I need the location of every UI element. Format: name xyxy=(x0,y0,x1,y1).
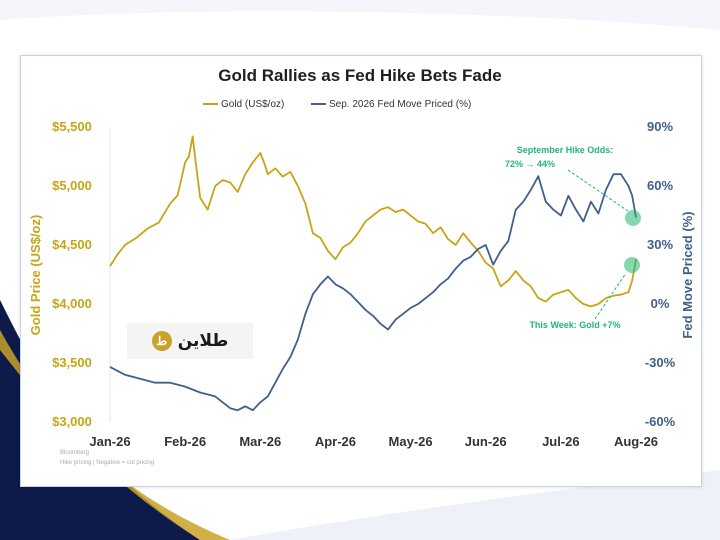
gold-coin-icon: ط xyxy=(151,331,172,351)
x-tick-label: Jan-26 xyxy=(89,434,130,449)
annotation-gold-marker xyxy=(624,257,640,273)
right-tick-label: -30% xyxy=(645,355,676,370)
right-tick-label: 0% xyxy=(651,296,670,311)
footnote-note: Hike pricing | Negative = cut pricing xyxy=(60,460,155,466)
annotation-hike-odds: September Hike Odds: 72% → 44% xyxy=(505,145,641,226)
right-tick-label: 60% xyxy=(647,178,673,193)
fed-move-line xyxy=(109,173,637,412)
series-group xyxy=(109,135,637,412)
right-tick-label: 90% xyxy=(647,119,673,134)
x-tick-label: Aug-26 xyxy=(614,434,658,449)
chart-card xyxy=(20,55,702,487)
x-tick-label: May-26 xyxy=(389,434,433,449)
annotation-gold-line-1: This Week: Gold +7% xyxy=(529,320,620,330)
annotation-hike-marker xyxy=(625,210,641,226)
annotation-gold-week: This Week: Gold +7% xyxy=(529,257,640,330)
annotation-hike-line-2: 72% → 44% xyxy=(505,159,555,169)
annotation-gold-arrow xyxy=(594,272,627,320)
left-axis-ticks: $3,000 $3,500 $4,000 $4,500 $5,000 $5,500 xyxy=(52,119,92,429)
left-tick-label: $3,000 xyxy=(52,414,92,429)
legend: Gold (US$/oz) Sep. 2026 Fed Move Priced … xyxy=(203,99,471,110)
left-tick-label: $5,000 xyxy=(52,178,92,193)
brand-logo: ط طلاین xyxy=(127,323,253,359)
x-tick-label: Feb-26 xyxy=(164,434,206,449)
annotation-hike-line-1: September Hike Odds: xyxy=(517,145,614,155)
left-tick-label: $5,500 xyxy=(52,119,92,134)
right-tick-label: -60% xyxy=(645,414,676,429)
chart: Gold Rallies as Fed Hike Bets Fade Gold … xyxy=(28,66,695,449)
left-tick-label: $4,500 xyxy=(52,237,92,252)
left-axis-label: Gold Price (US$/oz) xyxy=(28,215,43,336)
legend-gold-label: Gold (US$/oz) xyxy=(221,99,284,110)
right-tick-label: 30% xyxy=(647,237,673,252)
annotation-hike-arrow xyxy=(567,169,629,212)
chart-title: Gold Rallies as Fed Hike Bets Fade xyxy=(218,66,501,85)
x-tick-label: Jul-26 xyxy=(542,434,580,449)
gold-price-line xyxy=(109,135,637,308)
logo-text: طلاین xyxy=(177,331,229,351)
x-tick-label: Mar-26 xyxy=(239,434,281,449)
x-tick-label: Jun-26 xyxy=(465,434,507,449)
left-tick-label: $3,500 xyxy=(52,355,92,370)
legend-fed-label: Sep. 2026 Fed Move Priced (%) xyxy=(329,99,471,110)
left-tick-label: $4,000 xyxy=(52,296,92,311)
right-axis-ticks: -60% -30% 0% 30% 60% 90% xyxy=(645,119,676,429)
x-axis-ticks: Jan-26 Feb-26 Mar-26 Apr-26 May-26 Jun-26 Jul-… xyxy=(89,434,658,449)
footnote-source: Bloomberg xyxy=(60,450,90,456)
right-axis-label: Fed Move Priced (%) xyxy=(680,211,695,338)
x-tick-label: Apr-26 xyxy=(315,434,356,449)
